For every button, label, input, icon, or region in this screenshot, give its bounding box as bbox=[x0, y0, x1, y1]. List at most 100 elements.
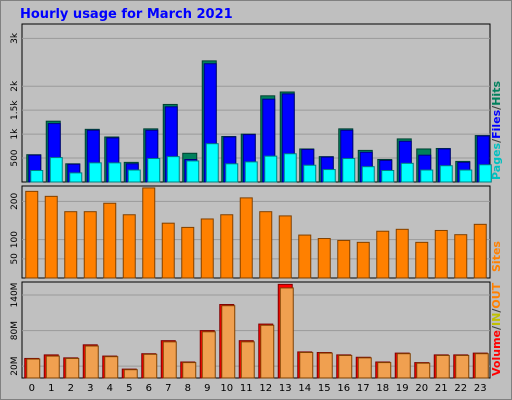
bar-sites bbox=[434, 229, 448, 279]
y-tick-label-top: 1.5k bbox=[10, 100, 20, 120]
legend-in: IN bbox=[490, 313, 503, 326]
bar-pages bbox=[303, 164, 317, 183]
bar-out bbox=[84, 345, 99, 379]
y-tick-label-top: 3k bbox=[10, 32, 20, 44]
bar-sites bbox=[44, 195, 58, 279]
x-tick-label: 23 bbox=[474, 383, 487, 394]
x-tick-label: 14 bbox=[298, 383, 311, 394]
bar-pages bbox=[342, 158, 356, 183]
bar-pages bbox=[439, 165, 453, 183]
bar-out bbox=[396, 353, 411, 379]
bar-out bbox=[377, 362, 392, 379]
bar-out bbox=[357, 357, 372, 379]
bar-sites bbox=[337, 239, 351, 279]
x-tick-label: 19 bbox=[396, 383, 409, 394]
y-tick-label-middle: 100 bbox=[10, 231, 20, 248]
bar-sites bbox=[220, 214, 234, 279]
bar-pages bbox=[88, 162, 102, 183]
bar-out bbox=[45, 355, 60, 379]
x-tick-label: 2 bbox=[68, 383, 74, 394]
bar-sites bbox=[142, 187, 156, 279]
x-tick-label: 17 bbox=[357, 383, 370, 394]
y-tick-label-top: 2k bbox=[10, 80, 20, 92]
y-tick-label-bottom: 140M bbox=[10, 283, 20, 308]
x-tick-label: 21 bbox=[435, 383, 448, 394]
legend-top: Pages/Files/Hits bbox=[490, 81, 503, 180]
bar-pages bbox=[69, 172, 83, 183]
x-tick-label: 10 bbox=[220, 383, 233, 394]
bar-pages bbox=[361, 166, 375, 183]
bar-pages bbox=[478, 164, 492, 183]
bar-sites bbox=[239, 197, 253, 279]
bar-sites bbox=[200, 218, 214, 279]
x-tick-label: 15 bbox=[318, 383, 331, 394]
x-tick-label: 11 bbox=[240, 383, 253, 394]
bar-sites bbox=[83, 211, 97, 279]
bar-sites bbox=[415, 241, 429, 279]
y-tick-label-bottom: 80M bbox=[10, 321, 20, 340]
bar-sites bbox=[25, 190, 39, 279]
y-tick-label-bottom: 20M bbox=[10, 357, 20, 376]
bar-pages bbox=[381, 170, 395, 183]
bar-out bbox=[435, 354, 450, 379]
bar-pages bbox=[244, 161, 258, 183]
legend-separator: / bbox=[490, 105, 503, 110]
x-tick-label: 9 bbox=[204, 383, 210, 394]
legend-middle: Sites bbox=[490, 241, 503, 272]
bar-out bbox=[338, 354, 353, 379]
bar-pages bbox=[205, 143, 219, 183]
legend-separator: / bbox=[490, 308, 503, 313]
bar-sites bbox=[395, 228, 409, 279]
bar-sites bbox=[103, 202, 117, 279]
bar-pages bbox=[108, 162, 122, 183]
x-tick-label: 7 bbox=[165, 383, 171, 394]
bar-pages bbox=[49, 157, 63, 183]
bar-pages bbox=[322, 169, 336, 183]
x-tick-label: 12 bbox=[259, 383, 272, 394]
bar-pages bbox=[30, 170, 44, 183]
bar-out bbox=[455, 354, 470, 379]
x-tick-label: 20 bbox=[415, 383, 428, 394]
bar-pages bbox=[127, 169, 141, 183]
x-tick-label: 16 bbox=[337, 383, 350, 394]
legend-pages: Pages bbox=[490, 142, 503, 180]
bar-out bbox=[201, 331, 216, 379]
bar-out bbox=[143, 353, 158, 379]
bar-out bbox=[318, 352, 333, 379]
bar-sites bbox=[181, 226, 195, 279]
bar-sites bbox=[454, 234, 468, 279]
panel-bottom bbox=[21, 281, 491, 379]
x-tick-label: 22 bbox=[454, 383, 467, 394]
bar-out bbox=[123, 369, 138, 379]
x-tick-label: 5 bbox=[126, 383, 132, 394]
legend-sites: Sites bbox=[490, 241, 503, 272]
bar-out bbox=[279, 287, 294, 379]
bar-pages bbox=[166, 156, 180, 183]
x-tick-label: 1 bbox=[48, 383, 54, 394]
legend-hits: Hits bbox=[490, 81, 503, 106]
bar-out bbox=[474, 353, 489, 379]
bar-sites bbox=[161, 222, 175, 279]
bar-sites bbox=[473, 223, 487, 279]
x-tick-label: 13 bbox=[279, 383, 292, 394]
panel-top bbox=[21, 23, 491, 183]
bar-pages bbox=[264, 155, 278, 183]
bar-out bbox=[162, 341, 177, 379]
bar-pages bbox=[420, 169, 434, 183]
y-tick-label-top: 500 bbox=[10, 149, 20, 166]
bar-sites bbox=[64, 211, 78, 279]
legend-separator: / bbox=[490, 325, 503, 330]
bar-out bbox=[299, 352, 314, 379]
bar-out bbox=[104, 356, 119, 379]
bar-pages bbox=[147, 158, 161, 183]
bar-pages bbox=[459, 169, 473, 183]
bar-pages bbox=[225, 163, 239, 183]
bar-out bbox=[65, 357, 80, 379]
x-tick-label: 4 bbox=[107, 383, 113, 394]
chart-title: Hourly usage for March 2021 bbox=[20, 7, 233, 22]
bar-pages bbox=[186, 160, 200, 183]
bar-out bbox=[182, 362, 197, 379]
x-tick-label: 6 bbox=[146, 383, 152, 394]
x-tick-label: 8 bbox=[185, 383, 191, 394]
